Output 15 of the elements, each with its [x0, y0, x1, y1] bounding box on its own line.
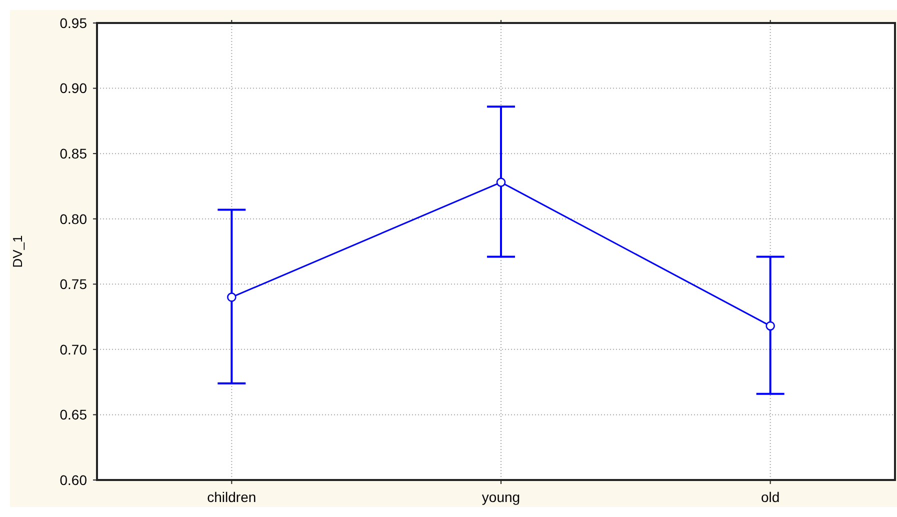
y-tick-label: 0.60: [60, 472, 88, 488]
point: [227, 292, 236, 302]
point: [766, 321, 775, 331]
y-tick-label: 0.75: [60, 276, 88, 292]
y-tick-label: 0.90: [60, 80, 88, 96]
y-tick-label: 0.70: [60, 341, 88, 358]
x-tick-label: old: [760, 489, 780, 505]
x-tick-label: children: [207, 489, 256, 505]
y-tick-label: 0.65: [60, 406, 88, 423]
y-tick-label: 0.85: [60, 145, 88, 162]
point: [496, 178, 506, 187]
y-axis-title: DV_1: [10, 235, 25, 268]
y-tick-label: 0.95: [60, 14, 88, 31]
x-tick-label: young: [482, 489, 520, 505]
y-tick-label: 0.80: [60, 210, 88, 227]
